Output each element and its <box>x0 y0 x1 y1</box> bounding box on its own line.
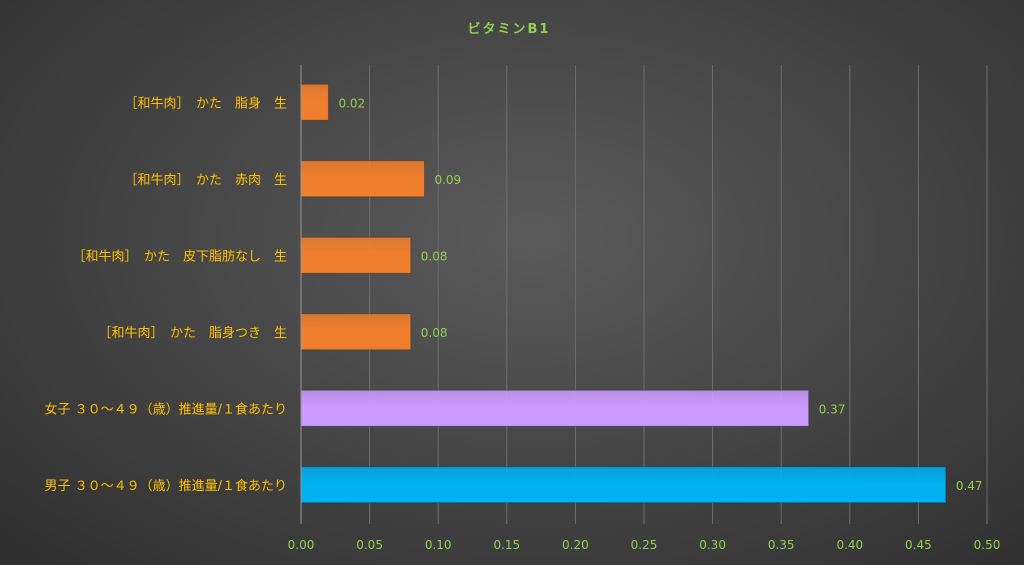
bar <box>300 160 425 198</box>
x-tick-label: 0.35 <box>768 538 795 552</box>
category-label: ［和牛肉］ かた 皮下脂肪なし 生 <box>72 248 287 264</box>
category-label: ［和牛肉］ かた 赤肉 生 <box>124 173 287 188</box>
bars <box>300 83 947 504</box>
x-tick-label: 0.45 <box>905 538 932 552</box>
chart-title: ビタミンB1 <box>468 21 551 37</box>
value-label: 0.08 <box>421 326 448 340</box>
value-label: 0.37 <box>819 402 846 416</box>
x-tick-label: 0.10 <box>425 538 452 552</box>
category-label: ［和牛肉］ かた 脂身つき 生 <box>98 325 287 341</box>
bar <box>300 236 412 274</box>
gridlines <box>369 65 988 524</box>
category-label: 女子 ３０～４９（歳）推進量/１食あたり <box>44 401 287 417</box>
x-tick-label: 0.30 <box>699 538 726 552</box>
x-tick-label: 0.25 <box>631 538 658 552</box>
x-tick-label: 0.20 <box>562 538 589 552</box>
category-labels: ［和牛肉］ かた 脂身 生 ［和牛肉］ かた 赤肉 生 ［和牛肉］ かた 皮下脂肪な… <box>44 95 287 494</box>
bar <box>300 466 947 504</box>
x-tick-label: 0.05 <box>356 538 383 552</box>
category-label: ［和牛肉］ かた 脂身 生 <box>124 95 287 111</box>
x-tick-label: 0.40 <box>836 538 863 552</box>
x-tick-label: 0.15 <box>493 538 520 552</box>
x-axis-ticks: 0.00 0.05 0.10 0.15 0.20 0.25 0.30 0.35 0.40 0.45… <box>288 538 1001 552</box>
value-label: 0.09 <box>434 173 461 187</box>
bar <box>300 389 810 427</box>
value-labels: 0.02 0.09 0.08 0.08 0.37 0.47 <box>338 96 982 493</box>
value-label: 0.47 <box>956 479 983 493</box>
value-label: 0.08 <box>421 249 448 263</box>
x-tick-label: 0.50 <box>974 538 1001 552</box>
category-label: 男子 ３０～４９（歳）推進量/１食あたり <box>44 478 287 494</box>
bar <box>300 83 329 121</box>
bar <box>300 313 412 351</box>
x-tick-label: 0.00 <box>288 538 315 552</box>
value-label: 0.02 <box>338 96 365 110</box>
